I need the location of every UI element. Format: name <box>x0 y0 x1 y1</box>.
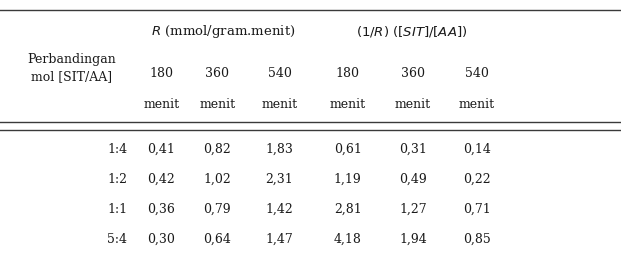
Text: 540: 540 <box>268 67 291 80</box>
Text: 1,94: 1,94 <box>399 233 427 246</box>
Text: 1,83: 1,83 <box>266 143 293 156</box>
Text: 4,18: 4,18 <box>334 233 361 246</box>
Text: 0,30: 0,30 <box>148 233 175 246</box>
Text: 360: 360 <box>206 67 229 80</box>
Text: 0,22: 0,22 <box>463 173 491 186</box>
Text: menit: menit <box>143 98 179 111</box>
Text: 180: 180 <box>336 67 360 80</box>
Text: 0,49: 0,49 <box>399 173 427 186</box>
Text: 0,64: 0,64 <box>204 233 231 246</box>
Text: 0,36: 0,36 <box>148 203 175 216</box>
Text: 1,02: 1,02 <box>204 173 231 186</box>
Text: 540: 540 <box>465 67 489 80</box>
Text: 0,71: 0,71 <box>463 203 491 216</box>
Text: menit: menit <box>458 98 495 111</box>
Text: 0,79: 0,79 <box>204 203 231 216</box>
Text: 1:1: 1:1 <box>107 203 127 216</box>
Text: 0,61: 0,61 <box>334 143 361 156</box>
Text: menit: menit <box>199 98 235 111</box>
Text: 1:2: 1:2 <box>107 173 127 186</box>
Text: 0,14: 0,14 <box>463 143 491 156</box>
Text: Perbandingan
mol [SIT/AA]: Perbandingan mol [SIT/AA] <box>27 53 116 84</box>
Text: 0,82: 0,82 <box>204 143 231 156</box>
Text: 1,42: 1,42 <box>266 203 293 216</box>
Text: 1,27: 1,27 <box>399 203 427 216</box>
Text: 0,42: 0,42 <box>148 173 175 186</box>
Text: menit: menit <box>330 98 366 111</box>
Text: menit: menit <box>395 98 431 111</box>
Text: $\it{R}$ (mmol/gram.menit): $\it{R}$ (mmol/gram.menit) <box>152 23 296 40</box>
Text: 180: 180 <box>150 67 173 80</box>
Text: 2,31: 2,31 <box>266 173 293 186</box>
Text: 0,31: 0,31 <box>399 143 427 156</box>
Text: 1,47: 1,47 <box>266 233 293 246</box>
Text: 0,85: 0,85 <box>463 233 491 246</box>
Text: 2,81: 2,81 <box>334 203 361 216</box>
Text: 5:4: 5:4 <box>107 233 127 246</box>
Text: $\it{(1/R)}$ $\it{([SIT]/[AA])}$: $\it{(1/R)}$ $\it{([SIT]/[AA])}$ <box>356 24 467 39</box>
Text: 1:4: 1:4 <box>107 143 127 156</box>
Text: 1,19: 1,19 <box>334 173 361 186</box>
Text: 0,41: 0,41 <box>148 143 175 156</box>
Text: 360: 360 <box>401 67 425 80</box>
Text: menit: menit <box>261 98 297 111</box>
